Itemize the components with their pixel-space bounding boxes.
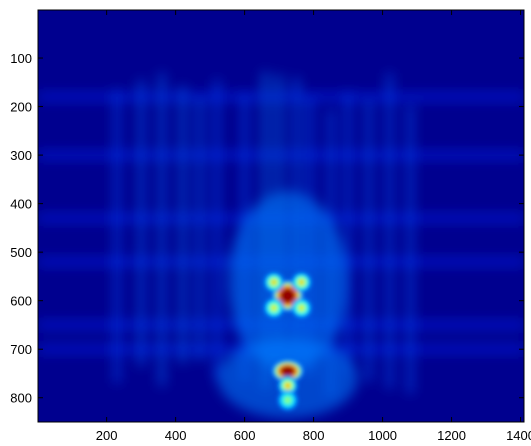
x-tick-label: 600: [234, 428, 256, 443]
heatmap-features: [263, 272, 312, 411]
plot-frame: [37, 9, 525, 423]
x-tick-label: 1200: [437, 428, 466, 443]
feature-blur-group: [263, 272, 312, 411]
heatmap-side-lobe: [285, 398, 290, 403]
y-axis: 100 200 300 400 500 600 700 800: [10, 51, 524, 406]
texture-streak: [214, 79, 221, 380]
y-tick-label: 500: [10, 245, 32, 260]
texture-blur-group: [38, 72, 524, 419]
y-tick-label: 800: [10, 391, 32, 406]
x-tick-label: 800: [303, 428, 325, 443]
heatmap-side-lobe: [271, 305, 276, 310]
x-tick-label: 1400: [506, 428, 531, 443]
y-tick-label: 700: [10, 342, 32, 357]
texture-band: [38, 151, 524, 160]
heatmap-side-lobe: [299, 305, 304, 310]
texture-streak: [138, 79, 145, 367]
texture-streak: [113, 89, 120, 384]
x-tick-label: 1000: [368, 428, 397, 443]
heatmap-peak: [285, 369, 290, 373]
texture-streak: [386, 73, 393, 389]
heatmap-peak: [285, 293, 290, 298]
texture-streak: [345, 91, 352, 372]
heatmap-side-lobe: [285, 383, 290, 388]
texture-streak: [365, 100, 372, 383]
texture-streak: [158, 73, 165, 386]
texture-band: [38, 92, 524, 101]
texture-streak: [179, 86, 186, 364]
y-tick-label: 200: [10, 100, 32, 115]
texture-streak: [407, 105, 414, 394]
plot-area: [38, 10, 524, 422]
heatmap-side-lobe: [299, 280, 304, 285]
y-tick-label: 100: [10, 51, 32, 66]
heatmap-side-lobe: [271, 280, 276, 285]
texture-streak: [196, 96, 203, 361]
y-tick-label: 300: [10, 148, 32, 163]
y-tick-label: 400: [10, 197, 32, 212]
x-tick-label: 200: [96, 428, 118, 443]
x-axis: 200 400 600 800 1000 1200 1400: [96, 10, 531, 443]
heatmap-texture: [38, 72, 524, 419]
x-tick-label: 400: [165, 428, 187, 443]
y-tick-label: 600: [10, 294, 32, 309]
